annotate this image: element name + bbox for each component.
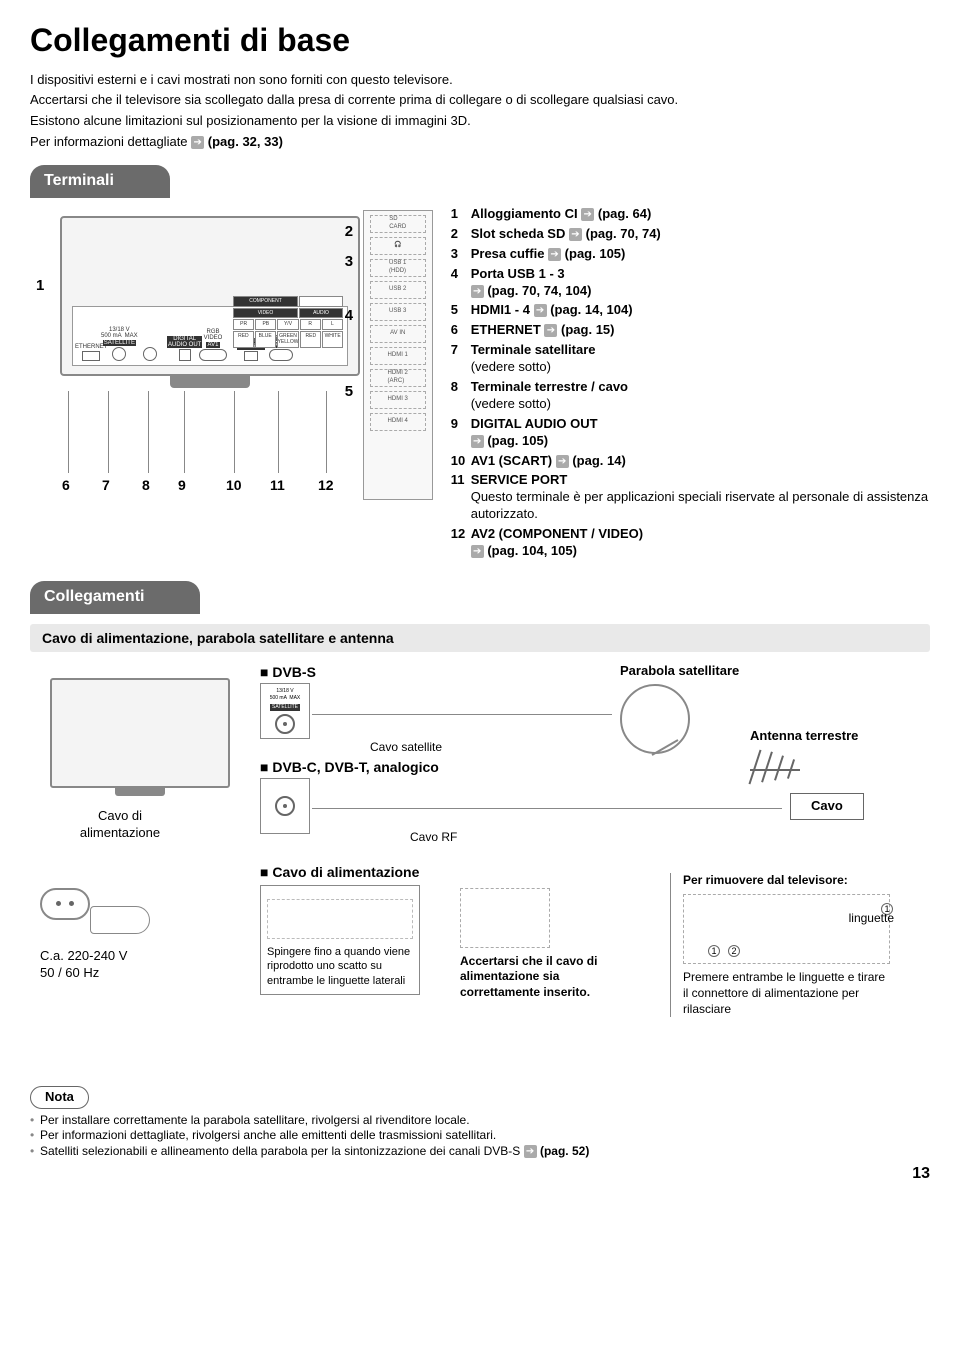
hdmi3-port: HDMI 3 (370, 391, 426, 409)
list-item: 3Presa cuffie ➔ (pag. 105) (451, 246, 930, 263)
ac-spec-label: C.a. 220-240 V 50 / 60 Hz (40, 948, 127, 982)
callout-6: 6 (62, 476, 70, 494)
push-instruction: Spingere fino a quando viene riprodotto … (267, 945, 413, 988)
ethernet-port (82, 351, 100, 361)
hdmi1-port: HDMI 1 (370, 347, 426, 365)
callout-10: 10 (226, 476, 242, 494)
callout-5: 5 (345, 382, 353, 402)
side-panel-diagram: SD CARD 🎧 USB 1 (HDD) USB 2 USB 3 AV IN … (363, 210, 433, 500)
av1-label: AV1 (206, 342, 221, 348)
antenna-port (143, 347, 157, 361)
av1-scart-port (199, 349, 227, 361)
linguette-label: linguette (849, 911, 894, 927)
connection-diagram: DVB-S 13/18 V 500 mA MAX SATELLITE Cavo … (30, 658, 930, 1078)
service-port (244, 351, 258, 361)
side-panel-wrapper: 2 3 4 5 SD CARD 🎧 USB 1 (HDD) USB 2 USB … (363, 206, 433, 500)
usb1-port: USB 1 (HDD) (370, 259, 426, 277)
wall-socket-icon (40, 888, 90, 920)
remove-instruction: Premere entrambe le linguette e tirare i… (683, 970, 885, 1015)
page-title: Collegamenti di base (30, 20, 930, 62)
hdmi2-port: HDMI 2 (ARC) (370, 369, 426, 387)
nota-badge: Nota (30, 1086, 89, 1109)
sub-bar-cavo: Cavo di alimentazione, parabola satellit… (30, 624, 930, 652)
hdmi4-port: HDMI 4 (370, 413, 426, 431)
cavo-alimentazione-label: Cavo di alimentazione (60, 808, 180, 842)
callout-7: 7 (102, 476, 110, 494)
remove-block: Per rimuovere dal televisore: 1 1 2 ling… (670, 873, 890, 1017)
dish-icon (620, 684, 690, 754)
list-item: 12AV2 (COMPONENT / VIDEO)➔ (pag. 104, 10… (451, 526, 930, 560)
callout-8: 8 (142, 476, 150, 494)
callout-11: 11 (270, 476, 285, 494)
list-item: 1Alloggiamento CI ➔ (pag. 64) (451, 206, 930, 223)
power-insert-illustration (267, 899, 413, 939)
list-item: 11SERVICE PORTQuesto terminale è per app… (451, 472, 930, 523)
antenna-connector-icon (275, 796, 295, 816)
callout-4: 4 (345, 306, 353, 326)
list-item: 8Terminale terrestre / cavo(vedere sotto… (451, 379, 930, 413)
cavo-satellite-label: Cavo satellite (370, 740, 442, 756)
cavo-alimentazione-heading: Cavo di alimentazione (260, 863, 420, 881)
usb3-port: USB 3 (370, 303, 426, 321)
page-number: 13 (30, 1164, 930, 1185)
antenna-icon (750, 749, 810, 789)
dvbs-block: DVB-S 13/18 V 500 mA MAX SATELLITE (260, 663, 316, 739)
callout-3: 3 (345, 252, 353, 272)
callout-9: 9 (178, 476, 186, 494)
plug-illustration (460, 888, 550, 948)
intro-line-2: Accertarsi che il televisore sia scolleg… (30, 92, 930, 109)
intro-line-3: Esistono alcune limitazioni sul posizion… (30, 113, 930, 130)
intro-line-1: I dispositivi esterni e i cavi mostrati … (30, 72, 930, 89)
remove-title: Per rimuovere dal televisore: (683, 873, 848, 887)
callout-2: 2 (345, 222, 353, 242)
page-ref-arrow-icon: ➔ (524, 1145, 537, 1158)
intro-line-4: Per informazioni dettagliate ➔ (pag. 32,… (30, 134, 930, 151)
component-grid: COMPONENT VIDEOAUDIO PRPBY/VRL REDBLUEGR… (233, 296, 343, 349)
ensure-instruction: Accertarsi che il cavo di alimentazione … (460, 954, 597, 999)
list-item: 7Terminale satellitare(vedere sotto) (451, 342, 930, 376)
nota-item: Per installare correttamente la parabola… (30, 1113, 930, 1129)
avin-port: AV IN (370, 325, 426, 343)
mini-tv-back (50, 678, 230, 788)
list-item: 9DIGITAL AUDIO OUT➔ (pag. 105) (451, 416, 930, 450)
dvbc-block: DVB-C, DVB-T, analogico (260, 758, 439, 834)
ensure-block: Accertarsi che il cavo di alimentazione … (460, 888, 630, 1001)
section-terminali-header: Terminali (30, 165, 170, 198)
terminali-list: 1Alloggiamento CI ➔ (pag. 64) 2Slot sched… (451, 206, 930, 563)
nota-list: Per installare correttamente la parabola… (30, 1113, 930, 1160)
page-ref-arrow-icon: ➔ (191, 136, 204, 149)
callout-1: 1 (36, 276, 44, 296)
usb2-port: USB 2 (370, 281, 426, 299)
power-plug-icon (90, 906, 150, 934)
list-item: 10AV1 (SCART) ➔ (pag. 14) (451, 453, 930, 470)
power-block: Cavo di alimentazione Spingere fino a qu… (260, 863, 420, 995)
list-item: 2Slot scheda SD ➔ (pag. 70, 74) (451, 226, 930, 243)
headphone-jack: 🎧 (370, 237, 426, 255)
remove-illustration: 1 1 2 (683, 894, 890, 964)
sd-card-slot: SD CARD (370, 215, 426, 233)
digital-audio-label: DIGITAL AUDIO OUT (167, 336, 202, 348)
digital-audio-port (179, 349, 191, 361)
dvbc-heading: DVB-C, DVB-T, analogico (260, 758, 439, 776)
section-collegamenti-header: Collegamenti (30, 581, 200, 614)
cavo-box: Cavo (790, 793, 864, 820)
nota-item: Per informazioni dettagliate, rivolgersi… (30, 1128, 930, 1144)
dvbs-heading: DVB-S (260, 663, 316, 681)
rear-panel-diagram: 1 ETHERNET 13/18 V 500 mA MAX SATELLITE … (30, 206, 345, 506)
antenna-terrestre-label: Antenna terrestre (750, 728, 858, 789)
av2-port (269, 349, 293, 361)
list-item: 5HDMI1 - 4 ➔ (pag. 14, 104) (451, 302, 930, 319)
callout-12: 12 (318, 476, 334, 494)
sat-connector-icon (275, 714, 295, 734)
cavo-rf-label: Cavo RF (410, 830, 457, 846)
list-item: 4Porta USB 1 - 3➔ (pag. 70, 74, 104) (451, 266, 930, 300)
satellite-label: SATELLITE (103, 340, 136, 346)
satellite-port (112, 347, 126, 361)
list-item: 6ETHERNET ➔ (pag. 15) (451, 322, 930, 339)
parabola-label: Parabola satellitare (620, 663, 740, 754)
nota-item: Satelliti selezionabili e allineamento d… (30, 1144, 930, 1160)
